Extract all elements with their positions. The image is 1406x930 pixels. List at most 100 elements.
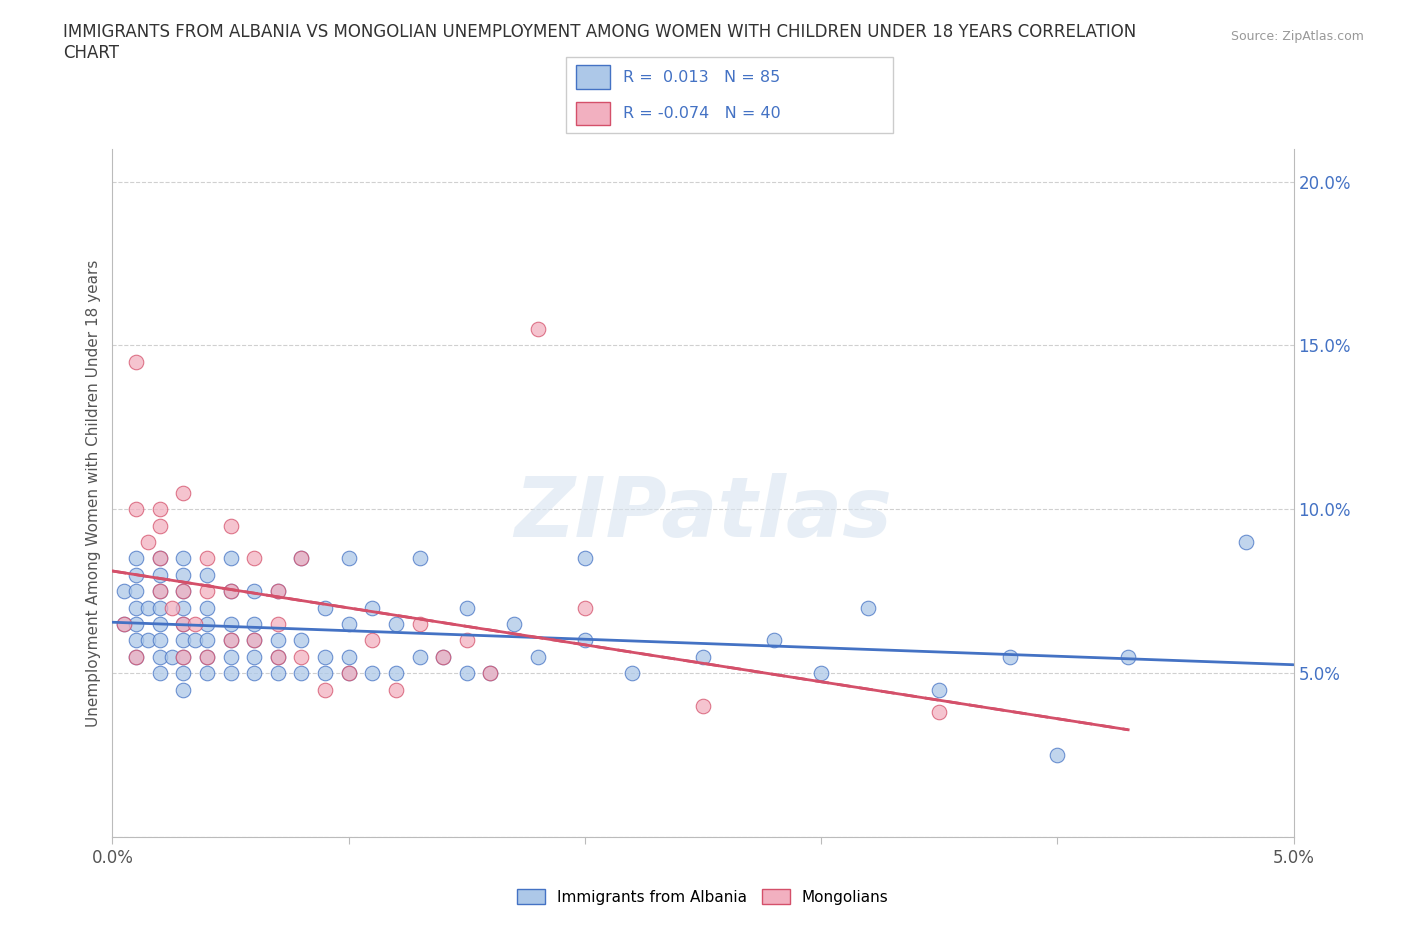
Point <box>243 551 266 565</box>
Point <box>361 633 384 648</box>
Point <box>195 567 218 582</box>
Point <box>290 666 312 681</box>
Point <box>125 502 148 517</box>
Text: R =  0.013   N = 85: R = 0.013 N = 85 <box>623 70 780 85</box>
Point <box>149 666 172 681</box>
Text: IMMIGRANTS FROM ALBANIA VS MONGOLIAN UNEMPLOYMENT AMONG WOMEN WITH CHILDREN UNDE: IMMIGRANTS FROM ALBANIA VS MONGOLIAN UNE… <box>63 23 1136 62</box>
Point <box>195 551 218 565</box>
Point <box>219 633 242 648</box>
Point <box>149 600 172 615</box>
Point <box>172 617 194 631</box>
FancyBboxPatch shape <box>576 65 610 89</box>
Point <box>858 600 880 615</box>
Point <box>160 600 183 615</box>
Point <box>184 617 207 631</box>
Point <box>172 617 194 631</box>
Point <box>243 633 266 648</box>
Point <box>267 584 290 599</box>
Point <box>184 633 207 648</box>
Point <box>149 567 172 582</box>
Point <box>219 649 242 664</box>
Point <box>385 666 408 681</box>
Point <box>219 518 242 533</box>
Point <box>526 322 548 337</box>
Point <box>125 551 148 565</box>
Point <box>195 633 218 648</box>
Point <box>112 617 135 631</box>
Point <box>136 535 159 550</box>
Point <box>125 649 148 664</box>
Point <box>195 666 218 681</box>
Point <box>149 502 172 517</box>
Point <box>408 649 430 664</box>
Point <box>149 551 172 565</box>
Point <box>432 649 454 664</box>
Point <box>149 617 172 631</box>
Point <box>195 584 218 599</box>
Point <box>479 666 502 681</box>
Point <box>290 649 312 664</box>
Point <box>526 649 548 664</box>
Point <box>1046 748 1069 763</box>
Text: R = -0.074   N = 40: R = -0.074 N = 40 <box>623 106 780 121</box>
Point <box>219 633 242 648</box>
Point <box>219 617 242 631</box>
Legend: Immigrants from Albania, Mongolians: Immigrants from Albania, Mongolians <box>512 883 894 910</box>
Point <box>385 617 408 631</box>
Point <box>172 584 194 599</box>
Point <box>172 485 194 500</box>
Point <box>574 633 596 648</box>
Text: ZIPatlas: ZIPatlas <box>515 473 891 554</box>
Point <box>314 649 336 664</box>
Point <box>290 551 312 565</box>
Point <box>243 633 266 648</box>
Point <box>267 666 290 681</box>
Point <box>456 600 478 615</box>
Point <box>149 584 172 599</box>
Point <box>290 551 312 565</box>
Point <box>172 551 194 565</box>
Point <box>172 666 194 681</box>
Point <box>337 649 360 664</box>
Point <box>195 649 218 664</box>
Point <box>1116 649 1139 664</box>
Point <box>125 567 148 582</box>
Point <box>243 617 266 631</box>
Point <box>928 682 950 697</box>
FancyBboxPatch shape <box>576 101 610 126</box>
Point <box>456 633 478 648</box>
Point <box>243 584 266 599</box>
Point <box>172 567 194 582</box>
Point <box>432 649 454 664</box>
Point <box>243 666 266 681</box>
Point <box>314 666 336 681</box>
Point <box>267 649 290 664</box>
Point <box>998 649 1021 664</box>
Point <box>762 633 785 648</box>
Point <box>290 633 312 648</box>
Point <box>172 649 194 664</box>
Point <box>149 518 172 533</box>
Point <box>136 633 159 648</box>
Point <box>125 633 148 648</box>
Point <box>149 649 172 664</box>
Point <box>125 584 148 599</box>
Point <box>125 354 148 369</box>
Point <box>361 600 384 615</box>
Point <box>408 551 430 565</box>
Point <box>149 633 172 648</box>
Point <box>267 584 290 599</box>
Point <box>456 666 478 681</box>
Point <box>172 633 194 648</box>
Point <box>112 617 135 631</box>
Point <box>219 584 242 599</box>
Point <box>172 584 194 599</box>
Point <box>172 600 194 615</box>
Point <box>125 600 148 615</box>
Point <box>125 649 148 664</box>
Point <box>219 584 242 599</box>
Point <box>314 682 336 697</box>
Point <box>267 617 290 631</box>
Point <box>125 617 148 631</box>
Point <box>112 584 135 599</box>
